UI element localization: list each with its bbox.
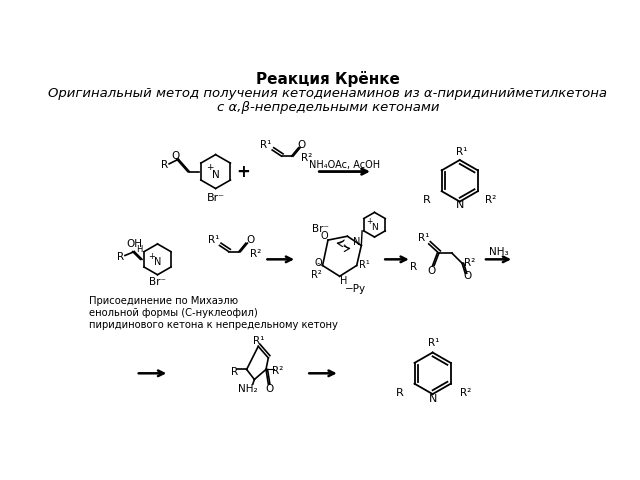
Text: R¹: R¹: [456, 146, 467, 156]
Text: R²: R²: [250, 249, 260, 259]
Text: O: O: [314, 258, 322, 268]
Text: +: +: [207, 163, 214, 172]
Text: H: H: [136, 245, 143, 254]
Text: R: R: [410, 262, 417, 272]
Text: R²: R²: [301, 154, 312, 164]
Text: R¹: R¹: [260, 140, 272, 150]
Text: R¹: R¹: [359, 261, 370, 271]
Text: R²: R²: [485, 195, 497, 205]
Text: NH₂: NH₂: [238, 384, 258, 394]
Text: R: R: [396, 387, 404, 397]
Text: R²: R²: [272, 366, 284, 376]
Text: Br⁻: Br⁻: [149, 277, 166, 288]
Text: N: N: [428, 394, 437, 404]
Text: R: R: [116, 252, 124, 262]
Text: R¹: R¹: [429, 337, 440, 348]
Text: R²: R²: [460, 387, 471, 397]
Text: +: +: [367, 217, 373, 226]
Text: R¹: R¹: [207, 235, 219, 245]
Text: +: +: [148, 252, 156, 261]
Text: O: O: [298, 140, 306, 150]
Text: N: N: [371, 223, 378, 232]
Text: NH₃: NH₃: [489, 247, 508, 257]
Text: H: H: [340, 276, 347, 286]
Text: O: O: [246, 235, 255, 245]
Text: Br⁻: Br⁻: [312, 224, 329, 234]
Text: Оригинальный метод получения кетодиенаминов из α-пиридинийметилкетона: Оригинальный метод получения кетодиенами…: [49, 87, 607, 100]
Text: O: O: [463, 271, 472, 281]
Text: N: N: [212, 170, 220, 180]
Text: N: N: [353, 238, 360, 247]
Text: R: R: [161, 160, 168, 170]
Text: R²: R²: [464, 258, 476, 268]
Text: R¹: R¹: [253, 336, 264, 346]
Text: OH: OH: [126, 239, 142, 249]
Text: N: N: [456, 201, 464, 210]
Text: R²: R²: [311, 270, 322, 280]
Text: Реакция Крёнке: Реакция Крёнке: [256, 72, 400, 87]
Text: Br⁻: Br⁻: [207, 193, 225, 203]
Text: N: N: [154, 257, 161, 267]
Text: +: +: [236, 163, 250, 180]
Text: −Py: −Py: [344, 284, 365, 294]
Text: R¹: R¹: [418, 233, 429, 243]
Text: O: O: [266, 384, 274, 394]
Text: R: R: [232, 367, 239, 377]
Text: R: R: [423, 195, 431, 205]
Text: NH₄OAc, AcOH: NH₄OAc, AcOH: [310, 160, 381, 170]
Text: с α,β-непредельными кетонами: с α,β-непредельными кетонами: [217, 101, 439, 114]
Text: O: O: [320, 231, 328, 241]
Text: Присоединение по Михаэлю
енольной формы (С-нуклеофил)
пиридинового кетона к непр: Присоединение по Михаэлю енольной формы …: [90, 296, 338, 329]
Text: O: O: [172, 151, 179, 161]
Text: O: O: [427, 266, 435, 276]
